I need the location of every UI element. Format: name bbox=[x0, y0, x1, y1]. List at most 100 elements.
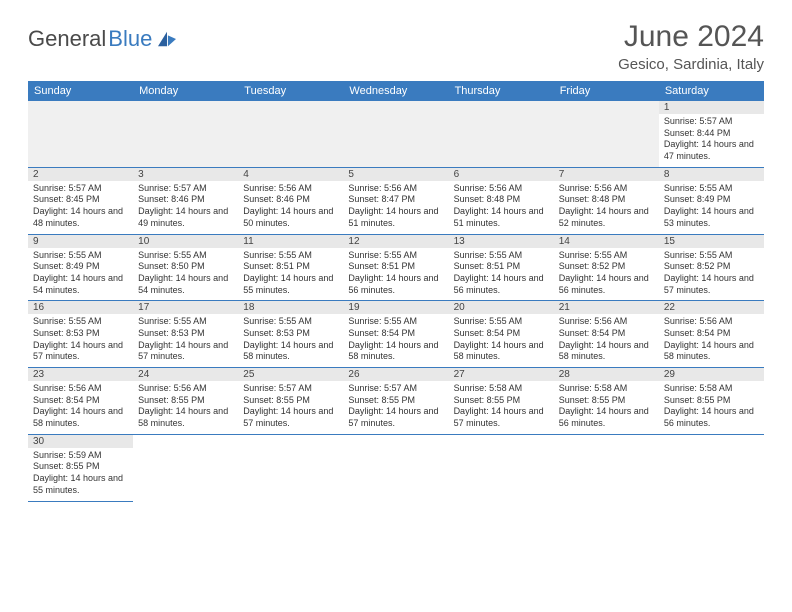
day-cell: 16Sunrise: 5:55 AMSunset: 8:53 PMDayligh… bbox=[28, 301, 133, 368]
sunrise-text: Sunrise: 5:56 AM bbox=[664, 316, 759, 328]
daylight-text: Daylight: 14 hours and 47 minutes. bbox=[664, 139, 759, 162]
day-details: Sunrise: 5:57 AMSunset: 8:55 PMDaylight:… bbox=[238, 381, 343, 434]
day-cell: 28Sunrise: 5:58 AMSunset: 8:55 PMDayligh… bbox=[554, 368, 659, 435]
day-details: Sunrise: 5:55 AMSunset: 8:53 PMDaylight:… bbox=[133, 314, 238, 367]
weekday-header: Saturday bbox=[659, 81, 764, 101]
sunrise-text: Sunrise: 5:57 AM bbox=[33, 183, 128, 195]
day-details: Sunrise: 5:57 AMSunset: 8:45 PMDaylight:… bbox=[28, 181, 133, 234]
sunrise-text: Sunrise: 5:55 AM bbox=[33, 250, 128, 262]
day-number: 21 bbox=[554, 301, 659, 314]
empty-cell bbox=[343, 434, 448, 501]
day-number: 2 bbox=[28, 168, 133, 181]
sunrise-text: Sunrise: 5:56 AM bbox=[138, 383, 233, 395]
sunset-text: Sunset: 8:46 PM bbox=[243, 194, 338, 206]
day-details: Sunrise: 5:56 AMSunset: 8:54 PMDaylight:… bbox=[554, 314, 659, 367]
page-header: GeneralBlue June 2024 Gesico, Sardinia, … bbox=[28, 20, 764, 73]
sunset-text: Sunset: 8:48 PM bbox=[559, 194, 654, 206]
day-details: Sunrise: 5:56 AMSunset: 8:46 PMDaylight:… bbox=[238, 181, 343, 234]
sunset-text: Sunset: 8:53 PM bbox=[138, 328, 233, 340]
daylight-text: Daylight: 14 hours and 54 minutes. bbox=[33, 273, 128, 296]
day-cell: 3Sunrise: 5:57 AMSunset: 8:46 PMDaylight… bbox=[133, 167, 238, 234]
sunrise-text: Sunrise: 5:55 AM bbox=[138, 250, 233, 262]
day-details: Sunrise: 5:56 AMSunset: 8:54 PMDaylight:… bbox=[659, 314, 764, 367]
sunrise-text: Sunrise: 5:55 AM bbox=[138, 316, 233, 328]
daylight-text: Daylight: 14 hours and 53 minutes. bbox=[664, 206, 759, 229]
day-cell: 22Sunrise: 5:56 AMSunset: 8:54 PMDayligh… bbox=[659, 301, 764, 368]
weekday-header-row: SundayMondayTuesdayWednesdayThursdayFrid… bbox=[28, 81, 764, 101]
day-cell: 25Sunrise: 5:57 AMSunset: 8:55 PMDayligh… bbox=[238, 368, 343, 435]
day-number: 4 bbox=[238, 168, 343, 181]
day-details: Sunrise: 5:55 AMSunset: 8:54 PMDaylight:… bbox=[343, 314, 448, 367]
sunrise-text: Sunrise: 5:55 AM bbox=[348, 316, 443, 328]
day-details: Sunrise: 5:55 AMSunset: 8:52 PMDaylight:… bbox=[554, 248, 659, 301]
day-details: Sunrise: 5:56 AMSunset: 8:55 PMDaylight:… bbox=[133, 381, 238, 434]
brand-part1: General bbox=[28, 26, 106, 52]
daylight-text: Daylight: 14 hours and 58 minutes. bbox=[138, 406, 233, 429]
sunset-text: Sunset: 8:51 PM bbox=[348, 261, 443, 273]
daylight-text: Daylight: 14 hours and 57 minutes. bbox=[243, 406, 338, 429]
sail-icon bbox=[156, 30, 178, 48]
daylight-text: Daylight: 14 hours and 57 minutes. bbox=[138, 340, 233, 363]
day-details: Sunrise: 5:58 AMSunset: 8:55 PMDaylight:… bbox=[659, 381, 764, 434]
sunset-text: Sunset: 8:45 PM bbox=[33, 194, 128, 206]
daylight-text: Daylight: 14 hours and 56 minutes. bbox=[559, 273, 654, 296]
sunrise-text: Sunrise: 5:59 AM bbox=[33, 450, 128, 462]
daylight-text: Daylight: 14 hours and 55 minutes. bbox=[243, 273, 338, 296]
day-number: 7 bbox=[554, 168, 659, 181]
daylight-text: Daylight: 14 hours and 52 minutes. bbox=[559, 206, 654, 229]
calendar-page: GeneralBlue June 2024 Gesico, Sardinia, … bbox=[0, 0, 792, 512]
sunrise-text: Sunrise: 5:55 AM bbox=[243, 250, 338, 262]
day-cell: 15Sunrise: 5:55 AMSunset: 8:52 PMDayligh… bbox=[659, 234, 764, 301]
day-details: Sunrise: 5:58 AMSunset: 8:55 PMDaylight:… bbox=[449, 381, 554, 434]
day-cell: 7Sunrise: 5:56 AMSunset: 8:48 PMDaylight… bbox=[554, 167, 659, 234]
day-details: Sunrise: 5:57 AMSunset: 8:44 PMDaylight:… bbox=[659, 114, 764, 167]
sunset-text: Sunset: 8:51 PM bbox=[454, 261, 549, 273]
day-number: 1 bbox=[659, 101, 764, 114]
empty-cell bbox=[133, 101, 238, 167]
calendar-row: 30Sunrise: 5:59 AMSunset: 8:55 PMDayligh… bbox=[28, 434, 764, 501]
sunset-text: Sunset: 8:49 PM bbox=[33, 261, 128, 273]
day-cell: 21Sunrise: 5:56 AMSunset: 8:54 PMDayligh… bbox=[554, 301, 659, 368]
day-number: 27 bbox=[449, 368, 554, 381]
sunset-text: Sunset: 8:47 PM bbox=[348, 194, 443, 206]
sunrise-text: Sunrise: 5:55 AM bbox=[243, 316, 338, 328]
location-label: Gesico, Sardinia, Italy bbox=[618, 56, 764, 73]
calendar-body: 1Sunrise: 5:57 AMSunset: 8:44 PMDaylight… bbox=[28, 101, 764, 501]
day-cell: 8Sunrise: 5:55 AMSunset: 8:49 PMDaylight… bbox=[659, 167, 764, 234]
day-details: Sunrise: 5:55 AMSunset: 8:53 PMDaylight:… bbox=[28, 314, 133, 367]
day-number: 18 bbox=[238, 301, 343, 314]
day-number: 8 bbox=[659, 168, 764, 181]
day-number: 19 bbox=[343, 301, 448, 314]
sunrise-text: Sunrise: 5:57 AM bbox=[348, 383, 443, 395]
sunset-text: Sunset: 8:50 PM bbox=[138, 261, 233, 273]
calendar-row: 1Sunrise: 5:57 AMSunset: 8:44 PMDaylight… bbox=[28, 101, 764, 167]
daylight-text: Daylight: 14 hours and 57 minutes. bbox=[33, 340, 128, 363]
day-details: Sunrise: 5:57 AMSunset: 8:46 PMDaylight:… bbox=[133, 181, 238, 234]
daylight-text: Daylight: 14 hours and 56 minutes. bbox=[454, 273, 549, 296]
sunset-text: Sunset: 8:52 PM bbox=[559, 261, 654, 273]
day-details: Sunrise: 5:56 AMSunset: 8:48 PMDaylight:… bbox=[449, 181, 554, 234]
calendar-row: 9Sunrise: 5:55 AMSunset: 8:49 PMDaylight… bbox=[28, 234, 764, 301]
sunset-text: Sunset: 8:55 PM bbox=[138, 395, 233, 407]
empty-cell bbox=[449, 434, 554, 501]
daylight-text: Daylight: 14 hours and 56 minutes. bbox=[664, 406, 759, 429]
daylight-text: Daylight: 14 hours and 50 minutes. bbox=[243, 206, 338, 229]
day-details: Sunrise: 5:57 AMSunset: 8:55 PMDaylight:… bbox=[343, 381, 448, 434]
day-details: Sunrise: 5:55 AMSunset: 8:52 PMDaylight:… bbox=[659, 248, 764, 301]
weekday-header: Tuesday bbox=[238, 81, 343, 101]
sunset-text: Sunset: 8:54 PM bbox=[559, 328, 654, 340]
month-title: June 2024 bbox=[618, 20, 764, 54]
day-number: 16 bbox=[28, 301, 133, 314]
day-number: 6 bbox=[449, 168, 554, 181]
empty-cell bbox=[28, 101, 133, 167]
sunset-text: Sunset: 8:55 PM bbox=[454, 395, 549, 407]
day-cell: 18Sunrise: 5:55 AMSunset: 8:53 PMDayligh… bbox=[238, 301, 343, 368]
day-cell: 6Sunrise: 5:56 AMSunset: 8:48 PMDaylight… bbox=[449, 167, 554, 234]
day-details: Sunrise: 5:55 AMSunset: 8:51 PMDaylight:… bbox=[343, 248, 448, 301]
daylight-text: Daylight: 14 hours and 48 minutes. bbox=[33, 206, 128, 229]
calendar-row: 2Sunrise: 5:57 AMSunset: 8:45 PMDaylight… bbox=[28, 167, 764, 234]
daylight-text: Daylight: 14 hours and 56 minutes. bbox=[348, 273, 443, 296]
daylight-text: Daylight: 14 hours and 58 minutes. bbox=[348, 340, 443, 363]
sunset-text: Sunset: 8:49 PM bbox=[664, 194, 759, 206]
sunrise-text: Sunrise: 5:58 AM bbox=[559, 383, 654, 395]
